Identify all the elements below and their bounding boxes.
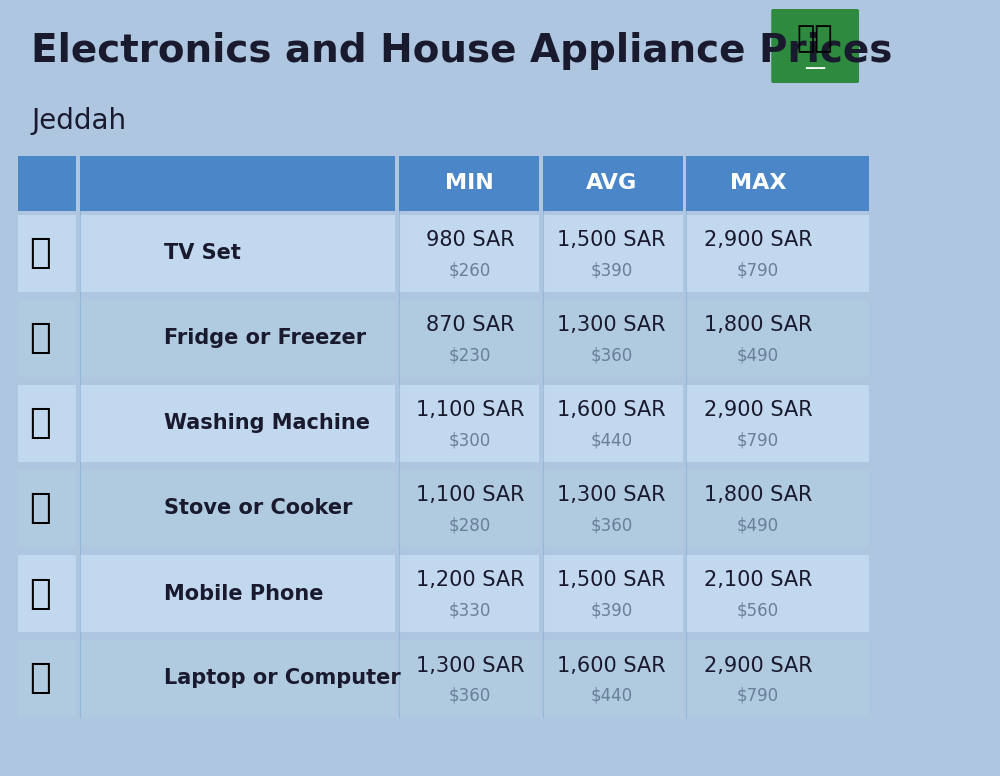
Text: 980 SAR: 980 SAR (426, 230, 514, 251)
Text: 🇸🇦: 🇸🇦 (797, 25, 833, 54)
Text: $360: $360 (591, 347, 633, 365)
Text: MIN: MIN (445, 174, 494, 193)
FancyBboxPatch shape (399, 470, 539, 547)
FancyBboxPatch shape (686, 156, 869, 211)
Text: $790: $790 (737, 431, 779, 449)
Text: $230: $230 (449, 347, 491, 365)
Text: TV Set: TV Set (164, 244, 241, 264)
FancyBboxPatch shape (771, 9, 859, 83)
FancyBboxPatch shape (543, 555, 683, 632)
FancyBboxPatch shape (80, 156, 395, 211)
FancyBboxPatch shape (686, 300, 869, 377)
Text: 📺: 📺 (29, 237, 51, 271)
Text: 📱: 📱 (29, 577, 51, 611)
FancyBboxPatch shape (80, 470, 395, 547)
FancyBboxPatch shape (18, 300, 76, 377)
Text: $790: $790 (737, 687, 779, 705)
Text: $330: $330 (449, 601, 491, 619)
FancyBboxPatch shape (686, 640, 869, 717)
Text: Fridge or Freezer: Fridge or Freezer (164, 328, 366, 348)
Text: $360: $360 (591, 517, 633, 535)
Text: 1,300 SAR: 1,300 SAR (557, 486, 666, 505)
Text: 1,500 SAR: 1,500 SAR (557, 570, 666, 591)
FancyBboxPatch shape (399, 300, 539, 377)
Text: Stove or Cooker: Stove or Cooker (164, 498, 353, 518)
Text: 2,900 SAR: 2,900 SAR (704, 656, 812, 675)
FancyBboxPatch shape (18, 470, 76, 547)
FancyBboxPatch shape (18, 385, 76, 462)
FancyBboxPatch shape (18, 215, 76, 292)
Text: ━━━: ━━━ (805, 64, 825, 74)
Text: $440: $440 (591, 431, 633, 449)
Text: 1,800 SAR: 1,800 SAR (704, 316, 812, 335)
Text: $280: $280 (449, 517, 491, 535)
Text: $260: $260 (449, 262, 491, 279)
Text: Washing Machine: Washing Machine (164, 414, 370, 434)
Text: 1,600 SAR: 1,600 SAR (557, 400, 666, 421)
FancyBboxPatch shape (686, 215, 869, 292)
Text: 1,500 SAR: 1,500 SAR (557, 230, 666, 251)
FancyBboxPatch shape (80, 555, 395, 632)
FancyBboxPatch shape (80, 300, 395, 377)
Text: 1,600 SAR: 1,600 SAR (557, 656, 666, 675)
FancyBboxPatch shape (80, 215, 395, 292)
Text: $360: $360 (449, 687, 491, 705)
Text: Electronics and House Appliance Prices: Electronics and House Appliance Prices (31, 32, 892, 70)
Text: 🧊: 🧊 (29, 321, 51, 355)
Text: 1,100 SAR: 1,100 SAR (416, 400, 524, 421)
Text: 2,100 SAR: 2,100 SAR (704, 570, 812, 591)
Text: Laptop or Computer: Laptop or Computer (164, 668, 401, 688)
FancyBboxPatch shape (399, 156, 539, 211)
Text: 2,900 SAR: 2,900 SAR (704, 400, 812, 421)
Text: AVG: AVG (586, 174, 637, 193)
FancyBboxPatch shape (543, 385, 683, 462)
Text: 2,900 SAR: 2,900 SAR (704, 230, 812, 251)
Text: 1,300 SAR: 1,300 SAR (557, 316, 666, 335)
Text: 🫧: 🫧 (29, 407, 51, 441)
FancyBboxPatch shape (399, 215, 539, 292)
FancyBboxPatch shape (543, 300, 683, 377)
Text: MAX: MAX (730, 174, 786, 193)
FancyBboxPatch shape (18, 156, 76, 211)
Text: Jeddah: Jeddah (31, 107, 126, 135)
FancyBboxPatch shape (80, 385, 395, 462)
FancyBboxPatch shape (18, 555, 76, 632)
FancyBboxPatch shape (543, 215, 683, 292)
FancyBboxPatch shape (18, 640, 76, 717)
Text: $300: $300 (449, 431, 491, 449)
Text: 870 SAR: 870 SAR (426, 316, 514, 335)
Text: $560: $560 (737, 601, 779, 619)
FancyBboxPatch shape (543, 640, 683, 717)
FancyBboxPatch shape (399, 555, 539, 632)
Text: 1,100 SAR: 1,100 SAR (416, 486, 524, 505)
FancyBboxPatch shape (399, 640, 539, 717)
Text: Mobile Phone: Mobile Phone (164, 584, 324, 604)
Text: $790: $790 (737, 262, 779, 279)
Text: $440: $440 (591, 687, 633, 705)
FancyBboxPatch shape (543, 470, 683, 547)
Text: 🍳: 🍳 (29, 491, 51, 525)
FancyBboxPatch shape (686, 385, 869, 462)
FancyBboxPatch shape (80, 640, 395, 717)
FancyBboxPatch shape (543, 156, 683, 211)
Text: $390: $390 (591, 262, 633, 279)
FancyBboxPatch shape (686, 470, 869, 547)
Text: $490: $490 (737, 517, 779, 535)
FancyBboxPatch shape (399, 385, 539, 462)
Text: 1,200 SAR: 1,200 SAR (416, 570, 524, 591)
FancyBboxPatch shape (686, 555, 869, 632)
Text: 1,300 SAR: 1,300 SAR (416, 656, 524, 675)
Text: 1,800 SAR: 1,800 SAR (704, 486, 812, 505)
Text: $490: $490 (737, 347, 779, 365)
Text: $390: $390 (591, 601, 633, 619)
Text: 💻: 💻 (29, 661, 51, 695)
